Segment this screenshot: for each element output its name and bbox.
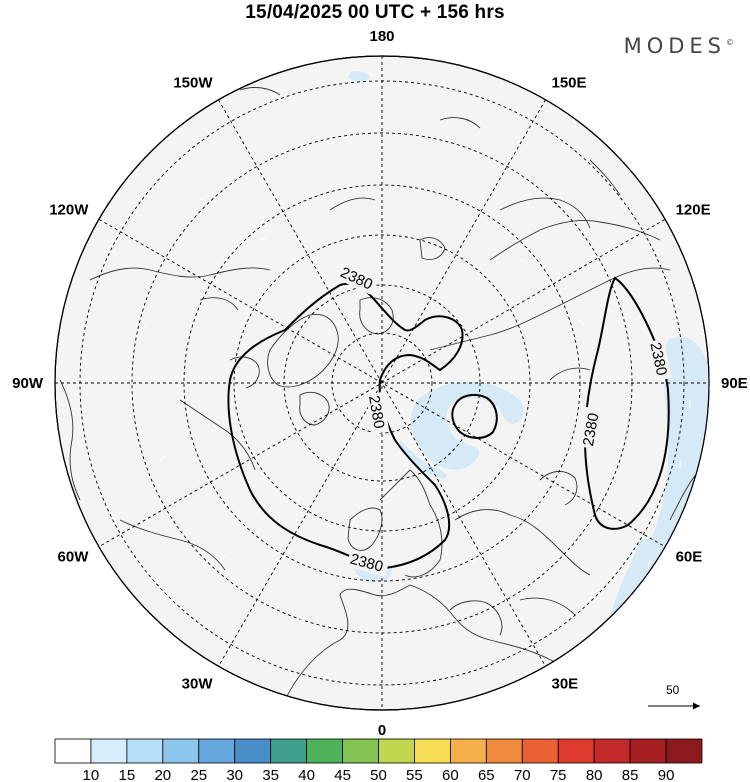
colorbar-tick-label: 20 bbox=[154, 767, 171, 782]
colorbar-tick-label: 50 bbox=[370, 767, 387, 782]
longitude-grid bbox=[55, 56, 709, 710]
colorbar-swatch bbox=[629, 738, 667, 764]
longitude-label: 0 bbox=[378, 722, 386, 739]
colorbar-swatch bbox=[593, 738, 631, 764]
colorbar-swatch bbox=[234, 738, 272, 764]
contour-label: 2380 bbox=[580, 412, 603, 448]
colorbar-tick-label: 35 bbox=[262, 767, 279, 782]
colorbar-swatch bbox=[342, 738, 379, 764]
colorbar-swatch bbox=[126, 738, 164, 764]
colorbar-tick-label: 70 bbox=[514, 767, 531, 782]
colorbar-tick-label: 30 bbox=[226, 767, 243, 782]
colorbar-swatch bbox=[449, 738, 487, 764]
colorbar-tick-label: 10 bbox=[83, 767, 100, 782]
longitude-label: 180 bbox=[369, 28, 394, 45]
colorbar-tick-label: 85 bbox=[622, 767, 639, 782]
contour-label: 2380 bbox=[646, 341, 670, 377]
longitude-label: 120W bbox=[49, 202, 89, 219]
reference-vector: 50 bbox=[648, 683, 700, 710]
colorbar: 10 15 20 25 30 35 40 45 50 55 60 65 70 75 80 85 90 bbox=[54, 738, 703, 782]
colorbar-swatch bbox=[306, 738, 343, 764]
colorbar-tick-label: 90 bbox=[658, 767, 675, 782]
longitude-label: 30E bbox=[552, 676, 579, 693]
colorbar-swatch bbox=[54, 738, 92, 764]
colorbar-swatch bbox=[90, 738, 128, 764]
contour-small bbox=[451, 393, 498, 439]
wind-vectors bbox=[139, 196, 691, 621]
longitude-label: 90W bbox=[12, 375, 44, 392]
colorbar-swatch bbox=[162, 738, 200, 764]
colorbar-swatch bbox=[665, 738, 703, 764]
longitude-label: 150W bbox=[173, 75, 213, 92]
colorbar-swatch bbox=[378, 738, 415, 764]
reference-vector-label: 50 bbox=[666, 683, 680, 697]
colorbar-tick-label: 45 bbox=[334, 767, 351, 782]
colorbar-swatch bbox=[198, 738, 236, 764]
longitude-label: 30W bbox=[182, 676, 214, 693]
brand-logo: MODES© bbox=[623, 34, 734, 58]
longitude-label: 60W bbox=[58, 549, 90, 566]
longitude-label: 60E bbox=[676, 549, 703, 566]
contour-central bbox=[227, 282, 464, 570]
colorbar-tick-label: 65 bbox=[478, 767, 495, 782]
longitude-label: 150E bbox=[552, 75, 587, 92]
colorbar-tick-label: 15 bbox=[119, 767, 136, 782]
map-title: 15/04/2025 00 UTC + 156 hrs bbox=[245, 2, 505, 23]
colorbar-tick-label: 40 bbox=[298, 767, 315, 782]
colorbar-tick-label: 25 bbox=[190, 767, 207, 782]
colorbar-swatch bbox=[557, 738, 595, 764]
colorbar-tick-label: 55 bbox=[406, 767, 423, 782]
colorbar-tick-label: 80 bbox=[586, 767, 603, 782]
longitude-label: 90E bbox=[721, 375, 748, 392]
colorbar-swatch bbox=[270, 738, 308, 764]
contour-labels: 2380 2380 2380 2380 2380 bbox=[334, 262, 672, 577]
colorbar-swatch bbox=[485, 738, 523, 764]
contour-label: 2380 bbox=[365, 394, 388, 430]
longitude-label: 120E bbox=[676, 202, 711, 219]
colorbar-swatch bbox=[521, 738, 559, 764]
colorbar-swatch bbox=[414, 738, 451, 764]
coastlines bbox=[59, 87, 701, 706]
colorbar-tick-label: 75 bbox=[550, 767, 567, 782]
longitude-labels: 180 150E 120E 90E 60E 30E 0 30W 60W 90W 120W 150W bbox=[12, 28, 748, 739]
colorbar-tick-label: 60 bbox=[442, 767, 459, 782]
